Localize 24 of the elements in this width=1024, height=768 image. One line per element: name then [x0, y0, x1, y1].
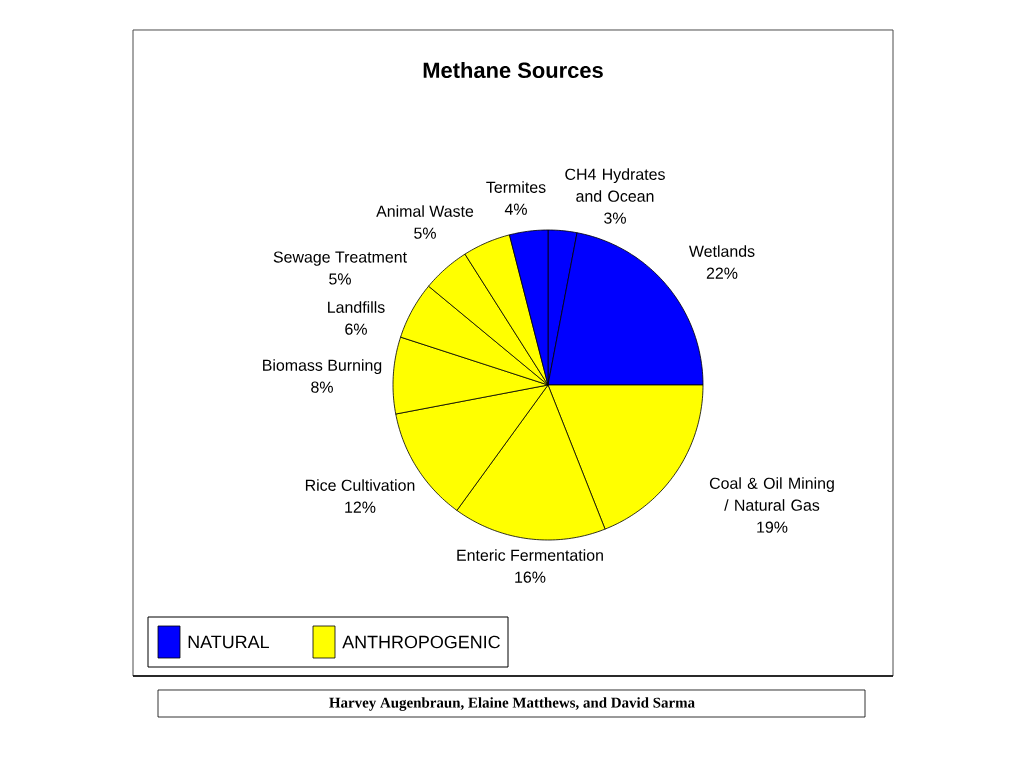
slice-label: Biomass Burning [263, 359, 382, 375]
slice-label: Coal & Oil Mining / Natural Gas [709, 477, 834, 511]
data-label: 12% [345, 501, 376, 513]
data-label: 5% [414, 227, 436, 239]
data-label: 6% [345, 323, 367, 335]
slice-label: Termites [486, 181, 546, 193]
data-label: 3% [604, 212, 626, 224]
data-label: 8% [311, 381, 333, 393]
category-label: NATURAL [188, 635, 269, 649]
data-label: 5% [329, 273, 351, 285]
data-label: 16% [515, 571, 546, 583]
text: Harvey Augenbraun, Elaine Matthews, and David Sarma [329, 697, 695, 711]
slice-label: CH4 Hydrates and Ocean [565, 168, 665, 202]
slice-label: Wetlands [688, 245, 755, 257]
slice-label: Animal Waste [376, 205, 474, 217]
data-label: 4% [504, 203, 527, 215]
slice-label: Enteric Fermentation [457, 549, 603, 561]
category-label: ANTHROPOGENIC [342, 635, 500, 649]
slice-label: Rice Cultivation [305, 479, 415, 491]
data-label: 19% [757, 521, 788, 533]
slice-label: Landfills [328, 301, 385, 313]
chart-title: Methane Sources [423, 61, 603, 79]
data-label: 22% [706, 267, 738, 279]
slice-label: Sewage Treatment [273, 251, 407, 266]
